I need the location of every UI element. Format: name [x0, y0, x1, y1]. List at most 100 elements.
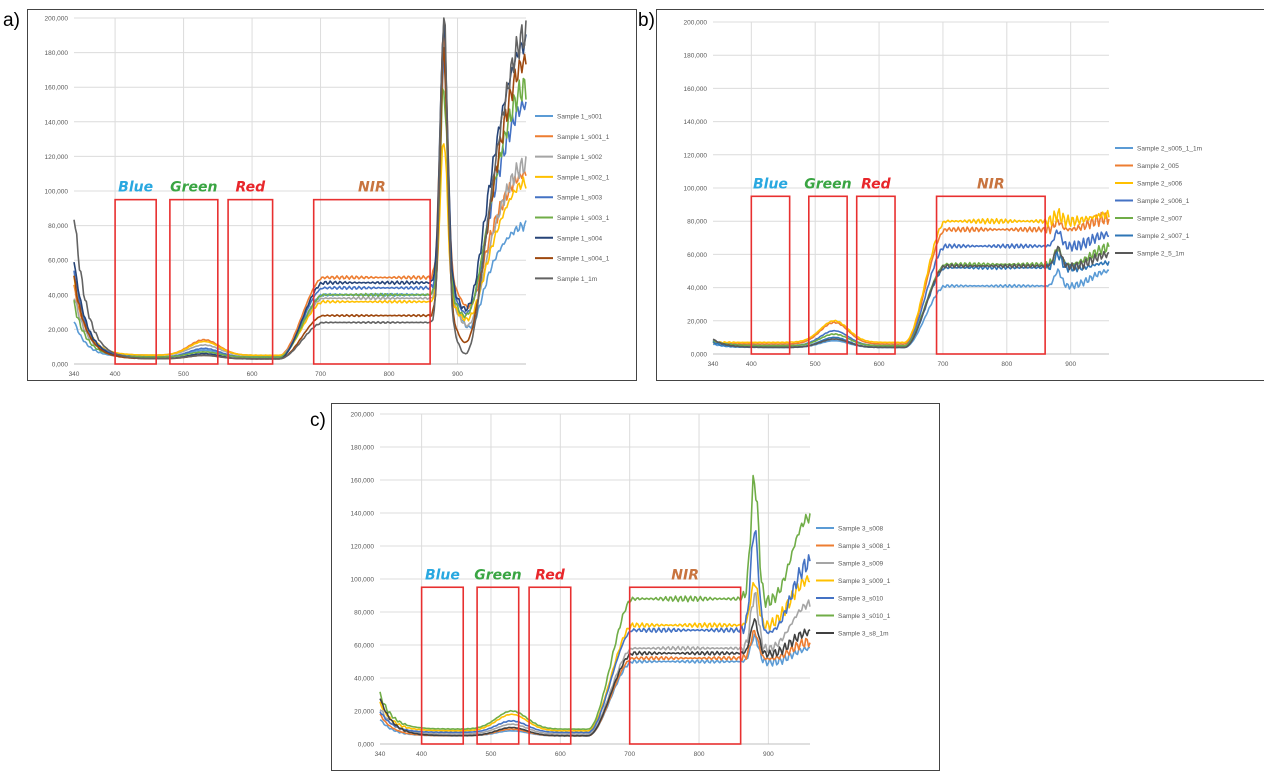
series-line-sample-3-s009-1: [379, 575, 811, 732]
x-tick-label: 600: [247, 371, 258, 378]
band-label-blue: Blue: [118, 180, 153, 196]
series-line-sample-1-1m: [73, 17, 527, 360]
x-tick-label: 400: [746, 361, 757, 368]
y-tick-label: 60,000: [354, 643, 374, 650]
band-label-red: Red: [861, 176, 892, 192]
x-tick-label: 900: [1065, 361, 1076, 368]
y-tick-label: 20,000: [354, 709, 374, 716]
legend-label: Sample 1_s002_1: [557, 174, 610, 181]
series-line-sample-2-s007: [712, 242, 1110, 347]
y-tick-label: 0,000: [52, 362, 69, 369]
band-box-green: [169, 198, 219, 365]
band-box-blue: [114, 198, 157, 365]
legend-label: Sample 3_s010: [838, 596, 884, 603]
y-tick-label: 20,000: [687, 318, 707, 325]
legend-label: Sample 2_s007: [1137, 216, 1183, 223]
legend-label: Sample 1_s001: [557, 114, 603, 121]
y-tick-label: 200,000: [45, 16, 69, 23]
y-tick-label: 40,000: [354, 676, 374, 683]
x-tick-label: 340: [708, 361, 719, 368]
x-tick-label: 340: [375, 751, 386, 758]
band-label-blue: Blue: [753, 176, 788, 192]
x-tick-label: 600: [874, 361, 885, 368]
legend-label: Sample 1_s003: [557, 195, 603, 202]
chart-c: 0,000 20,000 40,000 60,000 80,000 100,000 120,…: [351, 412, 891, 759]
y-tick-label: 140,000: [684, 119, 708, 126]
legend-label: Sample 2_005: [1137, 163, 1179, 170]
y-tick-label: 80,000: [354, 610, 374, 617]
series-line-sample-3-s8-1m: [379, 618, 811, 737]
band-box-blue: [750, 195, 791, 355]
band-label-green: Green: [804, 176, 851, 192]
chart-frame-c: 0,000 20,000 40,000 60,000 80,000 100,000 120,…: [331, 403, 940, 771]
y-tick-label: 120,000: [351, 544, 375, 551]
legend-label: Sample 2_s007_1: [1137, 233, 1190, 240]
band-label-nir: NIR: [977, 176, 1005, 192]
legend-label: Sample 1_s001_1: [557, 134, 610, 141]
legend-label: Sample 2_s006: [1137, 181, 1183, 188]
series-line-sample-3-s009: [379, 591, 811, 735]
x-tick-label: 500: [486, 751, 497, 758]
legend-label: Sample 3_s008: [838, 526, 884, 533]
y-tick-label: 140,000: [45, 119, 69, 126]
legend-label: Sample 3_s010_1: [838, 613, 891, 620]
y-tick-label: 120,000: [45, 154, 69, 161]
x-tick-label: 600: [555, 751, 566, 758]
x-tick-label: 900: [763, 751, 774, 758]
band-box-nir: [628, 586, 742, 745]
legend-label: Sample 3_s009_1: [838, 578, 891, 585]
band-box-red: [855, 195, 896, 355]
y-tick-label: 0,000: [691, 352, 708, 359]
legend-label: Sample 1_1m: [557, 276, 597, 283]
y-tick-label: 100,000: [351, 577, 375, 584]
band-box-blue: [420, 586, 465, 745]
y-tick-label: 160,000: [684, 86, 708, 93]
y-tick-label: 60,000: [48, 258, 68, 265]
band-box-green: [808, 195, 848, 355]
chart-a: 0,000 20,000 40,000 60,000 80,000 100,000 120,…: [45, 16, 610, 379]
y-tick-label: 40,000: [687, 285, 707, 292]
y-tick-label: 60,000: [687, 252, 707, 259]
series-line-sample-2-s006: [712, 208, 1110, 344]
y-tick-label: 80,000: [687, 219, 707, 226]
x-tick-label: 800: [1001, 361, 1012, 368]
band-label-blue: Blue: [425, 567, 460, 583]
x-tick-label: 500: [178, 371, 189, 378]
legend-label: Sample 1_s004_1: [557, 256, 610, 263]
band-label-nir: NIR: [671, 567, 699, 583]
x-tick-label: 900: [452, 371, 463, 378]
y-tick-label: 180,000: [45, 50, 69, 57]
band-box-nir: [935, 195, 1046, 355]
legend-label: Sample 3_s008_1: [838, 543, 891, 550]
y-tick-label: 80,000: [48, 223, 68, 230]
y-tick-label: 180,000: [684, 53, 708, 60]
y-tick-label: 40,000: [48, 292, 68, 299]
x-tick-label: 700: [938, 361, 949, 368]
legend-label: Sample 3_s009: [838, 561, 884, 568]
band-box-red: [227, 198, 274, 365]
y-tick-label: 0,000: [358, 742, 375, 749]
band-label-green: Green: [170, 180, 217, 196]
x-tick-label: 800: [384, 371, 395, 378]
legend-label: Sample 2_s005_1_1m: [1137, 146, 1202, 153]
x-tick-label: 500: [810, 361, 821, 368]
legend-label: Sample 1_s004: [557, 235, 603, 242]
x-tick-label: 800: [694, 751, 705, 758]
chart-frame-a: 0,000 20,000 40,000 60,000 80,000 100,000 120,…: [27, 9, 637, 381]
panel-label-a: a): [3, 10, 20, 31]
band-label-nir: NIR: [358, 180, 386, 196]
band-box-nir: [312, 198, 431, 365]
x-tick-label: 340: [69, 371, 80, 378]
chart-frame-b: 0,000 20,000 40,000 60,000 80,000 100,000 120,…: [656, 9, 1264, 381]
series-line-sample-2-005: [712, 211, 1110, 345]
legend-label: Sample 3_s8_1m: [838, 631, 889, 638]
y-tick-label: 200,000: [684, 20, 708, 27]
y-tick-label: 160,000: [351, 478, 375, 485]
band-box-red: [528, 586, 572, 745]
y-tick-label: 140,000: [351, 511, 375, 518]
y-tick-label: 20,000: [48, 327, 68, 334]
legend-label: Sample 2_5_1m: [1137, 251, 1184, 258]
legend-label: Sample 1_s003_1: [557, 215, 610, 222]
y-tick-label: 180,000: [351, 445, 375, 452]
panel-label-c: c): [310, 410, 326, 431]
